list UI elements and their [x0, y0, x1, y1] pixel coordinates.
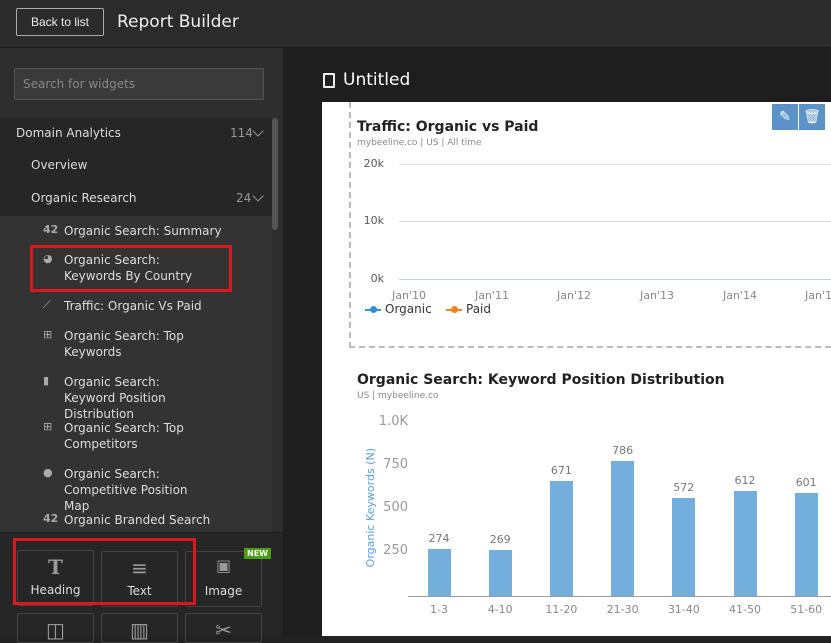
subgroup-organic-research[interactable]: Organic Research: [31, 191, 137, 205]
y-tick-label: 750: [383, 457, 408, 472]
x-tick-label: Jan'12: [557, 289, 591, 302]
y-tick-label: 10k: [363, 214, 384, 227]
columns-icon: ▥: [130, 618, 149, 642]
three-column-button[interactable]: ▥: [101, 613, 178, 643]
two-column-button[interactable]: ◫: [17, 613, 94, 643]
bar: [611, 460, 635, 596]
legend-label: Paid: [466, 302, 492, 316]
document-icon: [323, 73, 335, 88]
y-tick-label: 20k: [363, 157, 384, 170]
widget-item[interactable]: Organic Search: Top Competitors: [64, 421, 184, 451]
gridline: [399, 279, 831, 280]
basic-widgets-panel: [0, 532, 283, 636]
bar: [427, 548, 451, 596]
y-tick-label: 250: [383, 543, 408, 558]
chart-subtitle: mybeeline.co | US | All time: [357, 138, 482, 148]
x-tick-label: 41-50: [729, 603, 761, 616]
x-axis-line: [408, 596, 831, 597]
text-icon: ≡: [131, 556, 148, 580]
app-title: Report Builder: [117, 12, 239, 32]
widget-item[interactable]: Organic Search: Summary: [64, 224, 222, 238]
group-header-bg: [0, 118, 272, 216]
number-icon: 42: [43, 223, 59, 236]
widget-item[interactable]: Organic Search: Competitive Position Map: [64, 467, 188, 513]
edit-pencil-icon[interactable]: ✎: [772, 104, 798, 130]
x-tick-label: Jan'15: [805, 289, 831, 302]
y-tick-label: 1.0K: [378, 414, 408, 429]
x-tick-label: 31-40: [667, 603, 700, 616]
scissors-icon: ✂: [215, 618, 232, 642]
gridline: [399, 164, 831, 165]
back-to-list-button[interactable]: Back to list: [16, 8, 104, 36]
bar-chart-icon: ▮: [43, 374, 50, 387]
subgroup-count: 24: [236, 191, 252, 205]
heading-widget-button[interactable]: T Heading: [17, 550, 94, 606]
x-tick-label: Jan'13: [640, 289, 674, 302]
document-title[interactable]: Untitled: [343, 70, 411, 90]
pie-chart-icon: ◕: [43, 252, 53, 265]
trash-icon[interactable]: 🗑: [799, 104, 825, 130]
chart-subtitle: US | mybeeline.co: [357, 391, 439, 401]
widget-item[interactable]: Organic Search: Keywords By Country: [64, 253, 193, 283]
bar: [733, 490, 757, 596]
bar: [672, 497, 696, 596]
group-count: 114: [230, 126, 253, 140]
x-tick-label: Jan'14: [723, 289, 757, 302]
bar-value-label: 269: [489, 532, 511, 546]
bar-value-label: 572: [673, 480, 695, 494]
y-tick-label: 500: [383, 500, 408, 515]
bar: [488, 549, 512, 596]
columns-icon: ◫: [46, 618, 65, 642]
image-icon: ▣: [215, 556, 232, 575]
legend-dot: [451, 306, 458, 313]
highlight-box: [30, 245, 232, 292]
new-badge: NEW: [244, 548, 271, 559]
number-icon: 42: [43, 512, 59, 525]
bar-value-label: 786: [612, 443, 634, 457]
widget-search-input[interactable]: [14, 68, 264, 100]
text-widget-button[interactable]: ≡ Text: [101, 551, 178, 607]
x-tick-label: Jan'11: [475, 289, 509, 302]
heading-label: Heading: [30, 583, 81, 597]
bar-value-label: 612: [734, 473, 756, 487]
y-tick-label: 0k: [370, 272, 384, 285]
widget-item[interactable]: Traffic: Organic Vs Paid: [64, 299, 202, 313]
x-tick-label: 11-20: [545, 603, 578, 616]
chart-title: Traffic: Organic vs Paid: [357, 119, 539, 135]
x-tick-label: 4-10: [487, 603, 513, 616]
page-break-button[interactable]: ✂: [185, 613, 262, 643]
top-bar: [0, 0, 831, 48]
bar-value-label: 601: [795, 475, 817, 489]
widget-item[interactable]: Organic Search: Top Keywords: [64, 329, 184, 359]
legend-dot: [370, 306, 377, 313]
x-tick-label: Jan'10: [392, 289, 426, 302]
chart-title: Organic Search: Keyword Position Distrib…: [357, 372, 725, 388]
subgroup-bg: [0, 216, 272, 532]
highlight-box: [13, 538, 196, 605]
x-tick-label: 21-30: [606, 603, 639, 616]
bar-value-label: 274: [428, 531, 450, 545]
text-label: Text: [127, 584, 152, 598]
image-label: Image: [204, 584, 243, 598]
line-chart-icon: ⟋: [43, 298, 51, 311]
widget-item[interactable]: Organic Search: Keyword Position Distrib…: [64, 375, 166, 421]
bar-value-label: 671: [550, 463, 572, 477]
sidebar-scrollbar[interactable]: [272, 118, 278, 230]
bar: [794, 492, 818, 596]
x-tick-label: 51-60: [790, 603, 823, 616]
x-tick-label: 1-3: [430, 603, 448, 616]
legend-label: Organic: [385, 302, 432, 316]
image-widget-button[interactable]: ▣ Image: [185, 551, 262, 607]
widget-item[interactable]: Organic Branded Search: [64, 513, 211, 527]
sidebar-item-overview[interactable]: Overview: [31, 158, 88, 172]
table-icon: ⊞: [43, 328, 53, 341]
bubble-chart-icon: ●: [43, 466, 53, 479]
gridline: [399, 221, 831, 222]
group-domain-analytics[interactable]: Domain Analytics: [16, 126, 121, 140]
heading-icon: T: [48, 555, 63, 579]
traffic-widget[interactable]: [349, 102, 831, 348]
table-icon: ⊞: [43, 420, 53, 433]
bar: [549, 480, 573, 596]
